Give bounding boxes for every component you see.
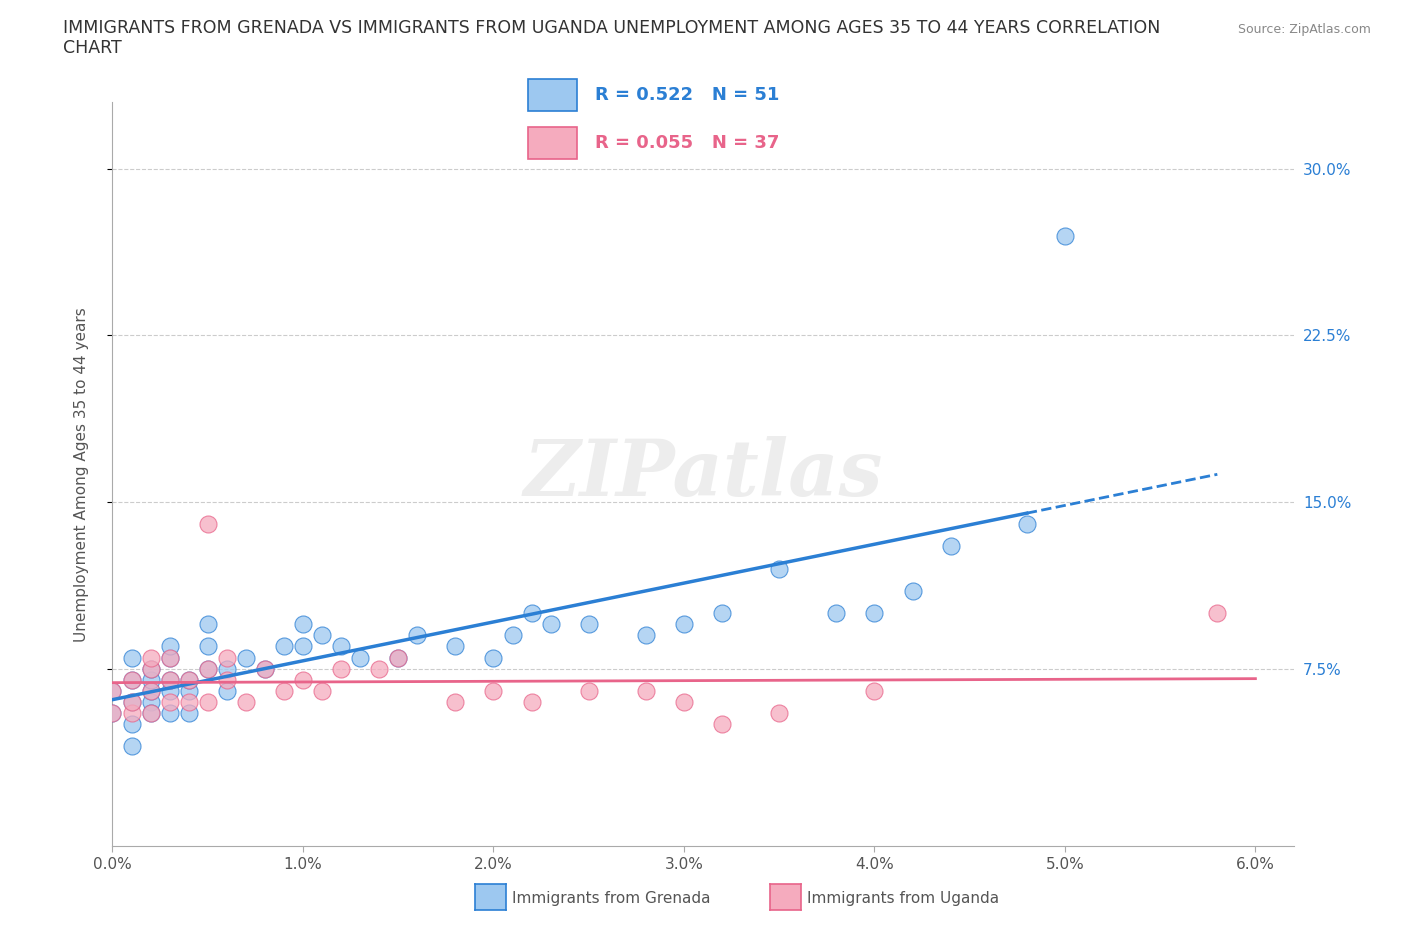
Point — [215, 684, 238, 698]
Point — [159, 650, 181, 665]
Point — [672, 695, 695, 710]
Point — [520, 695, 543, 710]
Point — [197, 639, 219, 654]
Point — [139, 672, 162, 687]
Point — [330, 639, 353, 654]
Point — [177, 706, 200, 721]
Point — [520, 605, 543, 620]
Point — [311, 684, 333, 698]
Point — [121, 717, 143, 732]
Point — [291, 672, 314, 687]
Point — [121, 706, 143, 721]
Point — [273, 684, 295, 698]
Point — [121, 695, 143, 710]
Point — [406, 628, 429, 643]
Point — [311, 628, 333, 643]
Point — [197, 517, 219, 532]
Point — [330, 661, 353, 676]
Text: Source: ZipAtlas.com: Source: ZipAtlas.com — [1237, 23, 1371, 36]
Point — [387, 650, 409, 665]
Point — [121, 650, 143, 665]
Point — [235, 650, 257, 665]
Point — [121, 672, 143, 687]
Point — [711, 605, 734, 620]
Point — [197, 617, 219, 631]
Text: R = 0.522   N = 51: R = 0.522 N = 51 — [595, 86, 779, 104]
Point — [139, 684, 162, 698]
Point — [273, 639, 295, 654]
Point — [215, 661, 238, 676]
Point — [139, 706, 162, 721]
Point — [159, 639, 181, 654]
Point — [139, 661, 162, 676]
Point — [215, 650, 238, 665]
Point — [139, 695, 162, 710]
Point — [159, 695, 181, 710]
Point — [863, 605, 886, 620]
Point — [235, 695, 257, 710]
Point — [197, 661, 219, 676]
Bar — [529, 127, 576, 159]
Text: CHART: CHART — [63, 39, 122, 57]
Point — [159, 672, 181, 687]
Point — [578, 617, 600, 631]
Point — [159, 650, 181, 665]
Point — [444, 695, 467, 710]
Point — [939, 539, 962, 554]
Point — [768, 706, 790, 721]
Point — [368, 661, 391, 676]
Point — [215, 672, 238, 687]
Point — [540, 617, 562, 631]
Point — [578, 684, 600, 698]
Point — [768, 561, 790, 576]
Point — [253, 661, 276, 676]
Bar — [529, 79, 576, 111]
Point — [121, 672, 143, 687]
Text: Immigrants from Uganda: Immigrants from Uganda — [807, 891, 1000, 906]
Point — [139, 650, 162, 665]
Text: Immigrants from Grenada: Immigrants from Grenada — [512, 891, 710, 906]
Text: ZIPatlas: ZIPatlas — [523, 436, 883, 512]
Point — [1053, 228, 1076, 243]
Point — [159, 684, 181, 698]
Point — [349, 650, 371, 665]
Point — [672, 617, 695, 631]
Point — [159, 706, 181, 721]
Point — [901, 583, 924, 598]
Point — [634, 684, 657, 698]
Point — [197, 695, 219, 710]
Point — [197, 661, 219, 676]
Text: IMMIGRANTS FROM GRENADA VS IMMIGRANTS FROM UGANDA UNEMPLOYMENT AMONG AGES 35 TO : IMMIGRANTS FROM GRENADA VS IMMIGRANTS FR… — [63, 19, 1160, 36]
Point — [121, 695, 143, 710]
Point — [253, 661, 276, 676]
Point — [711, 717, 734, 732]
Point — [482, 650, 505, 665]
Point — [139, 684, 162, 698]
Text: R = 0.055   N = 37: R = 0.055 N = 37 — [595, 134, 779, 153]
Point — [387, 650, 409, 665]
Y-axis label: Unemployment Among Ages 35 to 44 years: Unemployment Among Ages 35 to 44 years — [75, 307, 89, 642]
Point — [139, 661, 162, 676]
Point — [121, 739, 143, 754]
Point — [1015, 517, 1038, 532]
Point — [444, 639, 467, 654]
Point — [101, 706, 124, 721]
Point — [101, 706, 124, 721]
Point — [825, 605, 848, 620]
Point — [159, 672, 181, 687]
Point — [101, 684, 124, 698]
Point — [177, 695, 200, 710]
Point — [139, 706, 162, 721]
Point — [177, 684, 200, 698]
Point — [1206, 605, 1229, 620]
Point — [634, 628, 657, 643]
Point — [502, 628, 524, 643]
Point — [177, 672, 200, 687]
Point — [482, 684, 505, 698]
Point — [291, 617, 314, 631]
Point — [177, 672, 200, 687]
Point — [863, 684, 886, 698]
Point — [101, 684, 124, 698]
Point — [291, 639, 314, 654]
